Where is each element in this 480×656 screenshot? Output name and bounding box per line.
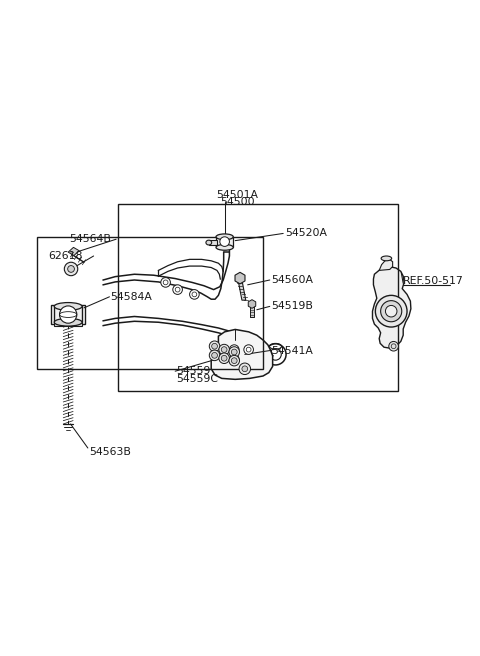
- Circle shape: [190, 289, 199, 299]
- Circle shape: [381, 300, 402, 321]
- Circle shape: [212, 343, 217, 349]
- Circle shape: [239, 363, 251, 375]
- Circle shape: [209, 341, 220, 352]
- Circle shape: [212, 352, 217, 358]
- Ellipse shape: [206, 240, 212, 245]
- Text: 54564B: 54564B: [70, 234, 111, 244]
- Text: REF.50-517: REF.50-517: [403, 276, 464, 287]
- Text: 62618: 62618: [48, 251, 83, 261]
- Circle shape: [231, 349, 237, 355]
- Ellipse shape: [54, 318, 82, 326]
- Circle shape: [221, 356, 227, 361]
- Text: 54501A: 54501A: [216, 190, 259, 199]
- Text: 54584A: 54584A: [110, 292, 152, 302]
- Polygon shape: [216, 237, 233, 247]
- Text: 54520A: 54520A: [286, 228, 327, 238]
- Circle shape: [173, 285, 182, 295]
- Text: 54559C: 54559C: [177, 375, 218, 384]
- Circle shape: [244, 345, 253, 354]
- Circle shape: [229, 354, 239, 364]
- Ellipse shape: [381, 256, 392, 261]
- Circle shape: [229, 347, 240, 358]
- Polygon shape: [235, 272, 245, 284]
- Circle shape: [209, 350, 220, 361]
- Polygon shape: [238, 280, 246, 300]
- Circle shape: [229, 356, 240, 366]
- Circle shape: [219, 344, 229, 355]
- Circle shape: [64, 262, 78, 276]
- Polygon shape: [209, 240, 217, 245]
- Polygon shape: [54, 322, 82, 326]
- Text: 54519B: 54519B: [271, 301, 313, 312]
- Circle shape: [219, 353, 229, 363]
- Ellipse shape: [54, 302, 82, 310]
- Polygon shape: [248, 300, 256, 308]
- Polygon shape: [250, 305, 254, 317]
- Polygon shape: [379, 259, 393, 270]
- Text: 54563B: 54563B: [89, 447, 131, 457]
- Circle shape: [161, 277, 170, 287]
- Circle shape: [229, 345, 239, 354]
- Circle shape: [60, 306, 77, 323]
- Polygon shape: [54, 306, 82, 322]
- Polygon shape: [372, 266, 411, 348]
- Text: 54559: 54559: [177, 366, 211, 376]
- Text: 54541A: 54541A: [271, 346, 313, 356]
- Circle shape: [221, 347, 227, 352]
- Circle shape: [68, 266, 74, 272]
- Circle shape: [220, 237, 229, 247]
- Circle shape: [231, 358, 237, 363]
- Circle shape: [389, 341, 398, 351]
- Ellipse shape: [216, 245, 233, 250]
- Circle shape: [385, 306, 397, 317]
- Text: 54560A: 54560A: [271, 275, 313, 285]
- Text: 54500: 54500: [220, 197, 255, 207]
- Polygon shape: [211, 329, 273, 379]
- Polygon shape: [68, 247, 79, 256]
- Circle shape: [375, 295, 407, 327]
- Ellipse shape: [216, 234, 233, 239]
- Circle shape: [242, 366, 248, 372]
